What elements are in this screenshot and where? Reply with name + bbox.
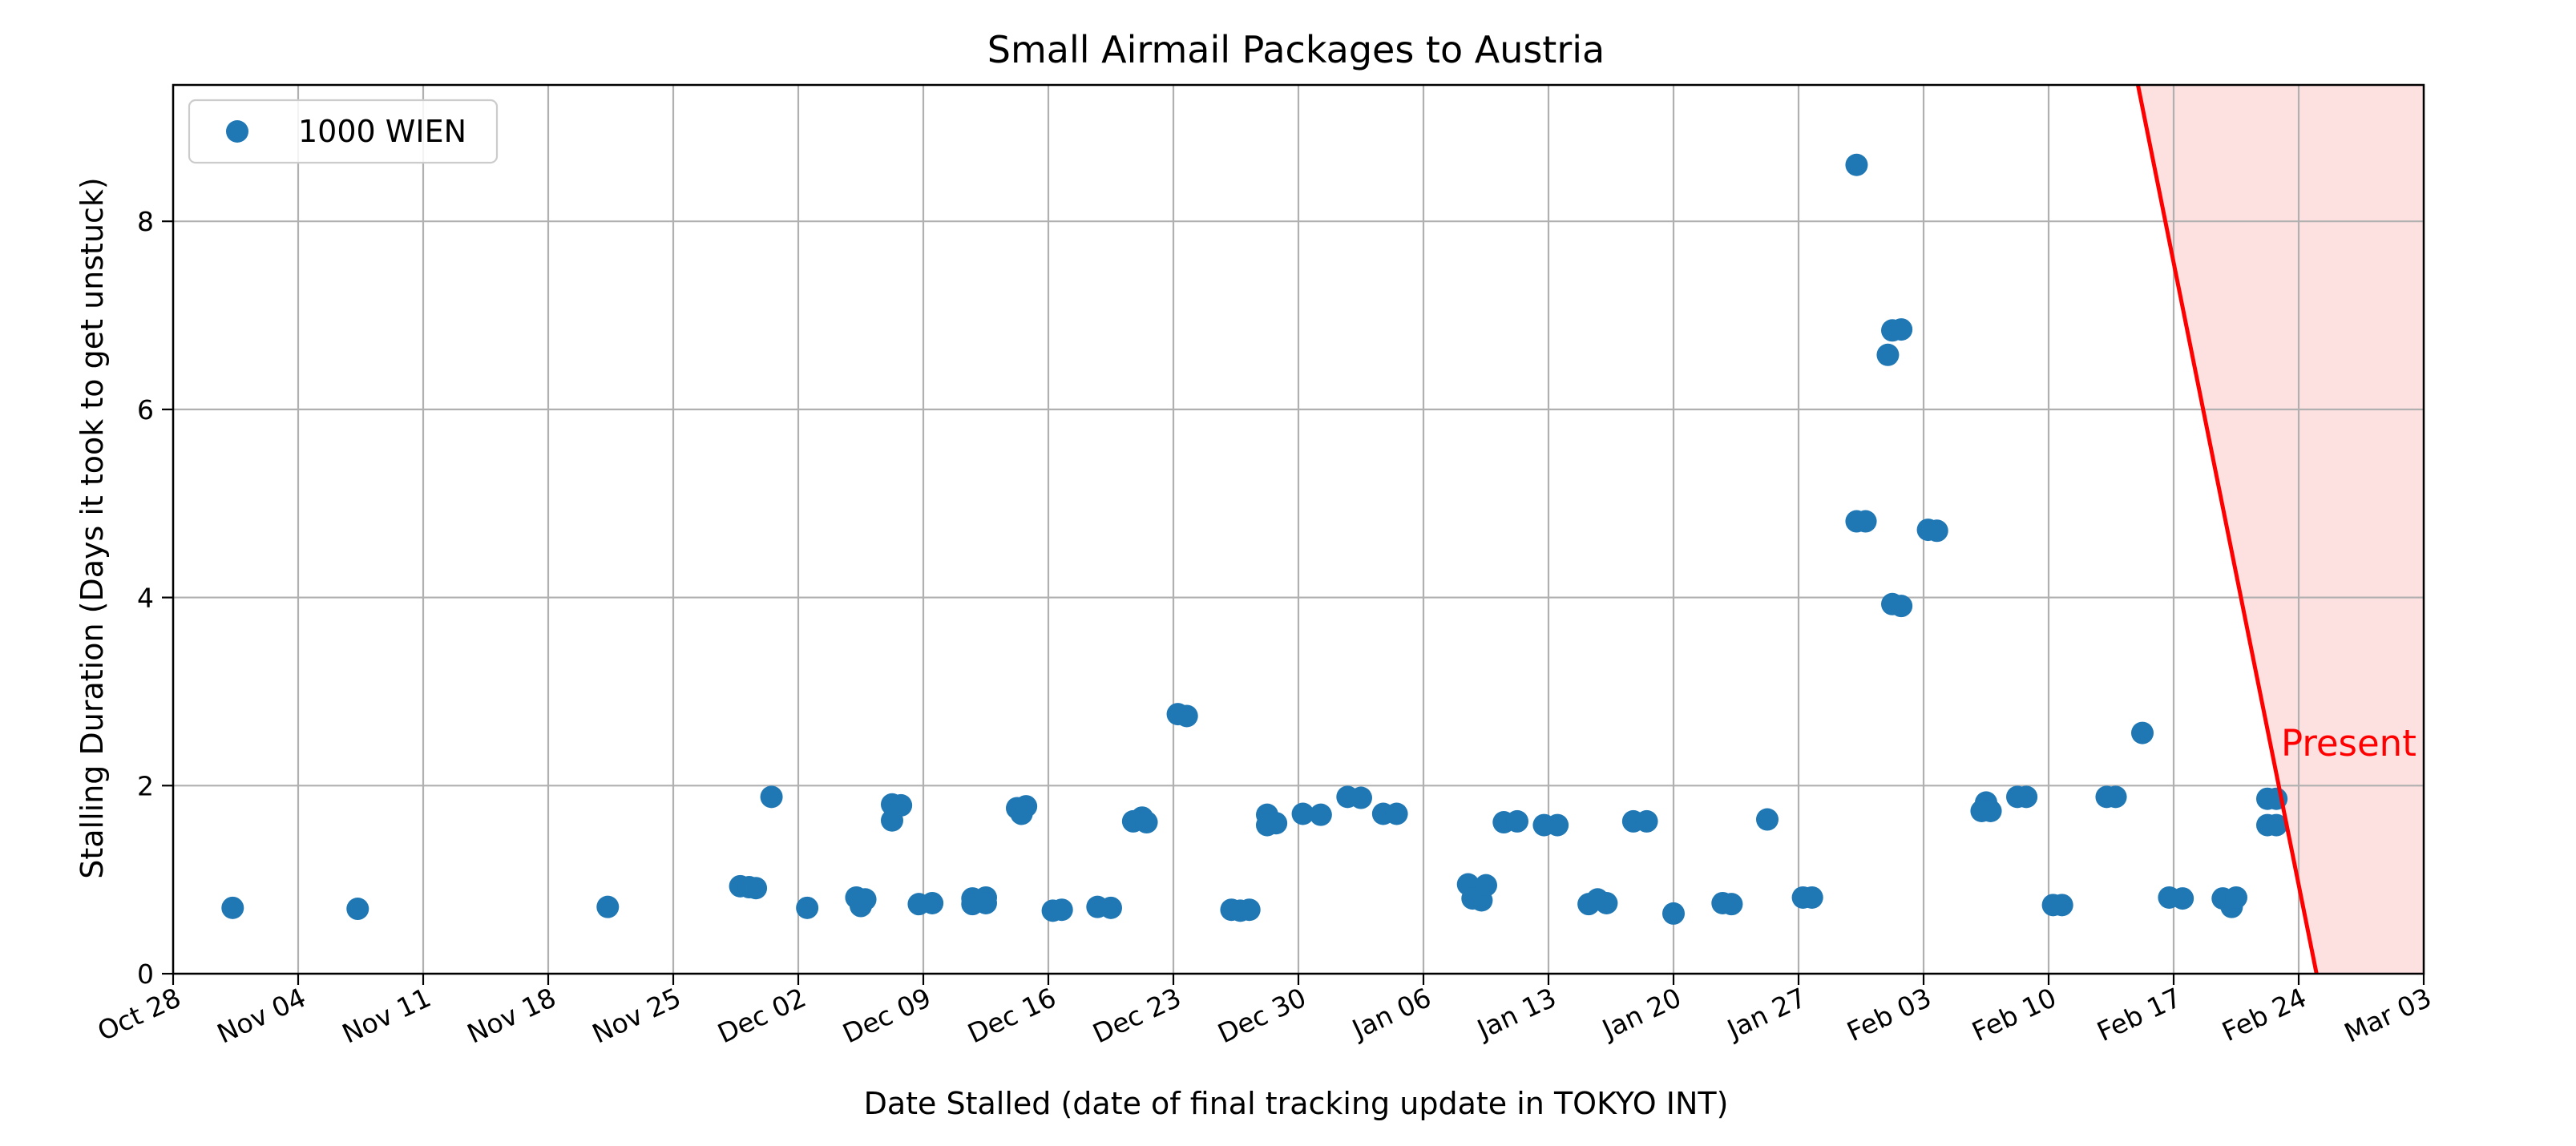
- data-point: [1050, 898, 1073, 922]
- chart-title: Small Airmail Packages to Austria: [987, 28, 1605, 71]
- y-tick-label: 0: [137, 958, 154, 990]
- data-point: [1845, 153, 1868, 176]
- data-point: [2225, 886, 2247, 909]
- present-line: [2135, 84, 2319, 975]
- data-point: [796, 896, 819, 919]
- data-point: [1800, 886, 1823, 909]
- data-point: [2265, 813, 2288, 837]
- data-point: [1309, 803, 1332, 826]
- data-point: [1756, 808, 1779, 831]
- data-point: [854, 888, 877, 911]
- data-point: [1854, 510, 1877, 533]
- data-point: [1265, 812, 1288, 835]
- data-point: [1506, 809, 1528, 833]
- data-point: [1135, 811, 1158, 834]
- x-axis-title: Date Stalled (date of final tracking upd…: [864, 1086, 1729, 1121]
- data-point: [1015, 795, 1038, 818]
- data-point: [1350, 786, 1372, 809]
- data-point: [1925, 519, 1948, 543]
- data-point: [1238, 898, 1261, 922]
- data-point: [1385, 802, 1408, 825]
- data-point: [2104, 785, 2127, 809]
- y-tick-label: 2: [137, 770, 154, 801]
- data-point: [1890, 318, 1913, 341]
- data-point: [1546, 813, 1569, 837]
- present-label: Present: [2281, 722, 2417, 765]
- data-point: [221, 896, 244, 919]
- data-point: [745, 877, 768, 900]
- legend-box: [188, 99, 499, 164]
- data-point: [1291, 802, 1314, 825]
- legend-label: 1000 WIEN: [298, 114, 466, 149]
- data-point: [921, 891, 944, 914]
- data-point: [2050, 894, 2073, 917]
- present-shaded-region: [2138, 85, 2424, 974]
- data-point: [1720, 893, 1743, 916]
- y-tick-label: 4: [137, 583, 154, 614]
- legend: 1000 WIEN: [188, 99, 499, 164]
- y-tick-label: 8: [137, 206, 154, 237]
- data-point: [890, 793, 913, 817]
- data-point: [2171, 887, 2194, 910]
- data-point: [1175, 704, 1198, 728]
- data-point: [1890, 595, 1913, 618]
- data-point: [1475, 874, 1497, 897]
- legend-marker: [226, 120, 248, 143]
- y-axis-title: Stalling Duration (Days it took to get u…: [75, 177, 110, 879]
- data-point: [1635, 809, 1658, 833]
- data-point: [2015, 785, 2038, 809]
- data-point: [1662, 902, 1685, 925]
- data-point: [1595, 891, 1618, 914]
- y-tick-label: 6: [137, 394, 154, 426]
- data-point: [2131, 721, 2154, 744]
- data-point: [1100, 896, 1122, 919]
- data-point: [1876, 343, 1900, 366]
- data-point: [760, 785, 783, 809]
- data-point: [975, 891, 997, 914]
- data-point: [1979, 799, 2002, 822]
- data-point: [596, 895, 620, 918]
- data-point: [346, 898, 369, 921]
